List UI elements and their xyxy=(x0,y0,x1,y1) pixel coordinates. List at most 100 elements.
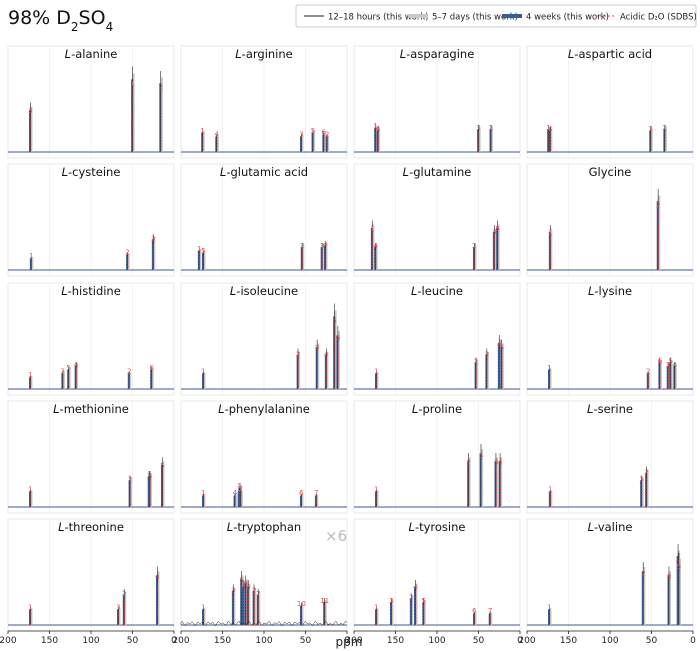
x-tick-label: 50 xyxy=(473,636,485,646)
peak-label: 7 xyxy=(488,607,492,615)
peak-label: 2 xyxy=(239,486,243,494)
panel-proline: L-proline 1 2 5 3 4 xyxy=(353,400,521,514)
peak-label: 1 xyxy=(201,489,205,497)
peak-label: 3 xyxy=(648,125,652,133)
peak-label: 1 xyxy=(548,228,552,236)
peak-label: 2 xyxy=(127,368,131,376)
x-axis: 200 150 100 50 0 xyxy=(518,630,696,646)
peak-label: 5 xyxy=(668,357,672,365)
panel-lysine: L-lysine 1 26 35 4 xyxy=(526,282,694,396)
peak-label: 2 xyxy=(474,357,478,365)
peak-label: 2 xyxy=(325,131,329,139)
x-tick-label: 200 xyxy=(518,636,535,646)
peak-label: 4 xyxy=(155,573,160,581)
x-tick-label: 200 xyxy=(345,636,362,646)
panel-tyrosine: L-tyrosine 1 3 245 6 7 xyxy=(353,518,521,632)
peak-label: 1 xyxy=(374,486,378,494)
peak-label: 1 xyxy=(28,486,32,494)
peak-label: 1 xyxy=(28,604,32,612)
x-tick-label: 50 xyxy=(646,636,658,646)
peak-label: 5 xyxy=(677,563,681,571)
x-axis: 200 150 100 50 0 xyxy=(172,630,350,646)
peak-label: 1 xyxy=(373,122,377,130)
panel-histidine: L-histidine 1 3 5 4 2 6 xyxy=(7,282,175,396)
peak-label: 3 xyxy=(320,242,324,250)
peak-label: 5 xyxy=(311,127,315,135)
peak-label: 5 xyxy=(201,247,205,255)
peak-label: 2 xyxy=(409,593,413,601)
peak-label: 3 xyxy=(315,344,319,352)
peak-label: 5 xyxy=(500,344,504,352)
peak-label: 4 xyxy=(413,583,418,591)
peak-label: 3 xyxy=(299,131,303,139)
panel-title: L-leucine xyxy=(411,284,463,298)
panel-title: L-glutamine xyxy=(403,165,472,179)
peak-label: 9 xyxy=(244,580,248,588)
peak-label: 1 xyxy=(201,368,205,376)
peak-label: 1 xyxy=(370,225,374,233)
x-tick-label: 100 xyxy=(428,636,445,646)
panel-title: L-histidine xyxy=(61,284,121,298)
peak-label: 1 xyxy=(130,80,134,88)
peak-label: 1 xyxy=(201,604,205,612)
peak-label: 3 xyxy=(116,604,120,612)
peak-label: 6 xyxy=(322,128,327,136)
panel-title: L-methionine xyxy=(53,402,129,416)
panel-title: L-asparagine xyxy=(400,47,475,61)
legend: 12–18 hours (this work) 5–7 days (this wo… xyxy=(295,4,697,28)
peak-label: 1 xyxy=(28,371,32,379)
panel-Glycine: Glycine 1 2 xyxy=(526,163,694,277)
peak-label: 2 xyxy=(125,249,129,257)
peak-label: 2 xyxy=(646,368,650,376)
peak-label: 3 xyxy=(492,228,496,236)
panel-title: L-arginine xyxy=(235,47,293,61)
peak-label: 4 xyxy=(498,459,503,467)
peak-label: 5 xyxy=(495,225,499,233)
peak-label: 3 xyxy=(639,475,643,483)
x-tick-label: 150 xyxy=(560,636,577,646)
peak-label: 5 xyxy=(239,577,243,585)
peak-label: 2 xyxy=(656,201,660,209)
peak-label: 6 xyxy=(336,334,341,342)
peak-label: 4 xyxy=(673,361,678,369)
peak-label: 8 xyxy=(241,583,245,591)
panel-serine: L-serine 1 32 xyxy=(526,400,694,514)
panel-threonine: L-threonine 1 32 4 xyxy=(7,518,175,632)
peak-label: 4 xyxy=(497,341,502,349)
peak-label: 3 xyxy=(667,573,671,581)
x-tick-label: 50 xyxy=(300,636,312,646)
peak-label: 4 xyxy=(148,472,153,480)
peak-label: 3 xyxy=(28,107,32,115)
x-axis: 200 150 100 50 0 xyxy=(0,630,177,646)
peak-label: 3 xyxy=(666,361,670,369)
peak-label: 2 xyxy=(300,242,304,250)
peak-label: 7 xyxy=(314,489,318,497)
peak-label: 6 xyxy=(658,357,663,365)
peak-label: 11 xyxy=(320,597,329,605)
x-tick-label: 150 xyxy=(214,636,231,646)
peak-label: 3 xyxy=(231,587,235,595)
peak-label: 6 xyxy=(472,607,477,615)
peak-label: 5 xyxy=(421,597,425,605)
peak-label: 2 xyxy=(252,587,256,595)
legend-label: 12–18 hours (this work) xyxy=(328,13,429,23)
panel-title: L-alanine xyxy=(65,47,118,61)
peak-label: 3 xyxy=(61,368,65,376)
panel-aspartic-acid: L-aspartic acid 14 3 2 xyxy=(526,45,694,159)
panel-cysteine: L-cysteine 1 2 3 xyxy=(7,163,175,277)
peak-label: 3 xyxy=(494,459,498,467)
peak-label: 10 xyxy=(297,600,306,608)
x-tick-label: 0 xyxy=(344,636,350,646)
peak-label: 5 xyxy=(66,364,70,372)
panel-title: L-isoleucine xyxy=(230,284,298,298)
panel-title: L-threonine xyxy=(58,520,124,534)
panel-title: L-tyrosine xyxy=(409,520,466,534)
peak-label: 3 xyxy=(476,124,480,132)
panel-isoleucine: L-isoleucine 1 2 34 5 6 xyxy=(180,282,348,396)
peak-label: 3 xyxy=(485,351,489,359)
peak-label: 6 xyxy=(299,489,304,497)
peak-label: 4 xyxy=(74,361,79,369)
peak-label: 1 xyxy=(547,604,551,612)
peak-label: 1 xyxy=(546,124,550,132)
